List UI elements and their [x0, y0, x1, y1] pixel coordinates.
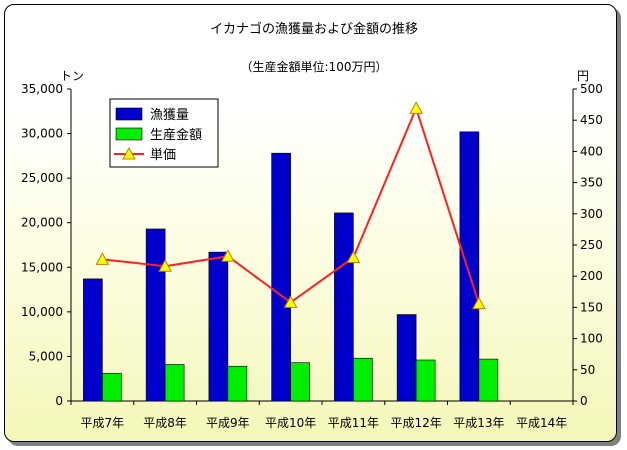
catch-volume-bar	[145, 228, 166, 402]
legend-label: 漁獲量	[150, 108, 189, 123]
unit-price-marker	[346, 250, 361, 263]
legend-swatch-unit-price-marker	[122, 146, 136, 160]
production-value-bar	[415, 359, 436, 402]
right-axis-tick-label: 400	[580, 144, 603, 158]
unit-price-marker	[95, 252, 110, 265]
legend-swatch-production-value	[115, 127, 143, 141]
catch-volume-bar	[271, 152, 291, 402]
price-line	[95, 101, 486, 310]
production-value-bar	[227, 365, 248, 402]
right-axis-tick-label: 500	[580, 82, 603, 96]
right-axis-tick-label: 50	[580, 363, 595, 377]
right-axis-tick-label: 100	[580, 332, 603, 346]
left-axis-tick-label: 15,000	[21, 260, 63, 274]
catch-volume-bar	[334, 212, 354, 402]
right-axis-tick-label: 350	[580, 176, 603, 190]
legend-label: 単価	[150, 147, 176, 163]
left-axis-tick-label: 5,000	[29, 349, 63, 363]
x-axis-tick-label: 平成10年	[265, 416, 316, 430]
axes: 0 5,000 10,000 15,000 20,000 25,000 30,000 35,0…	[21, 82, 603, 430]
left-axis-tick-label: 20,000	[21, 216, 63, 230]
unit-price-marker	[283, 295, 298, 308]
right-axis-tick-label: 200	[580, 269, 603, 283]
production-value-bar	[353, 357, 373, 402]
catch-volume-bar	[459, 131, 480, 402]
left-axis-unit: トン	[60, 69, 84, 83]
left-axis-tick-label: 10,000	[21, 305, 63, 319]
chart-frame	[4, 4, 617, 442]
catch-volume-bar	[83, 278, 103, 402]
right-axis-tick-label: 250	[580, 238, 603, 252]
x-axis-tick-label: 平成14年	[516, 416, 567, 430]
left-axis-tick-label: 0	[55, 394, 63, 408]
x-axis-tick-label: 平成11年	[328, 416, 379, 430]
right-axis-tick-label: 450	[580, 113, 603, 127]
legend-swatch-catch-volume	[115, 107, 143, 121]
right-axis-tick-label: 150	[580, 300, 603, 314]
production-value-bar	[102, 373, 122, 402]
left-axis-tick-label: 25,000	[21, 171, 63, 185]
x-axis-tick-label: 平成7年	[81, 416, 125, 430]
unit-price-marker	[158, 259, 172, 272]
unit-price-marker	[472, 296, 486, 310]
right-axis-tick-label: 300	[580, 207, 603, 221]
unit-price-marker	[221, 249, 235, 262]
catch-volume-bar	[208, 251, 229, 402]
chart-title: イカナゴの漁獲量および金額の推移	[210, 21, 418, 37]
unit-price-marker	[409, 101, 423, 114]
left-axis-tick-label: 30,000	[21, 127, 63, 141]
right-axis-unit: 円	[577, 69, 589, 83]
legend-label: 生産金額	[150, 127, 202, 143]
production-value-bar	[290, 362, 310, 402]
catch-volume-bar	[396, 314, 417, 402]
x-axis-tick-label: 平成8年	[143, 416, 187, 430]
right-axis-tick-label: 0	[580, 394, 588, 408]
production-value-bar	[478, 358, 499, 402]
x-axis-tick-label: 平成9年	[206, 416, 250, 430]
left-axis-tick-label: 35,000	[21, 82, 63, 96]
chart-subtitle: （生産金額単位:100万円）	[241, 59, 388, 74]
production-value-bar	[164, 364, 185, 402]
x-axis-tick-label: 平成13年	[453, 416, 504, 430]
x-axis-tick-label: 平成12年	[390, 416, 441, 430]
